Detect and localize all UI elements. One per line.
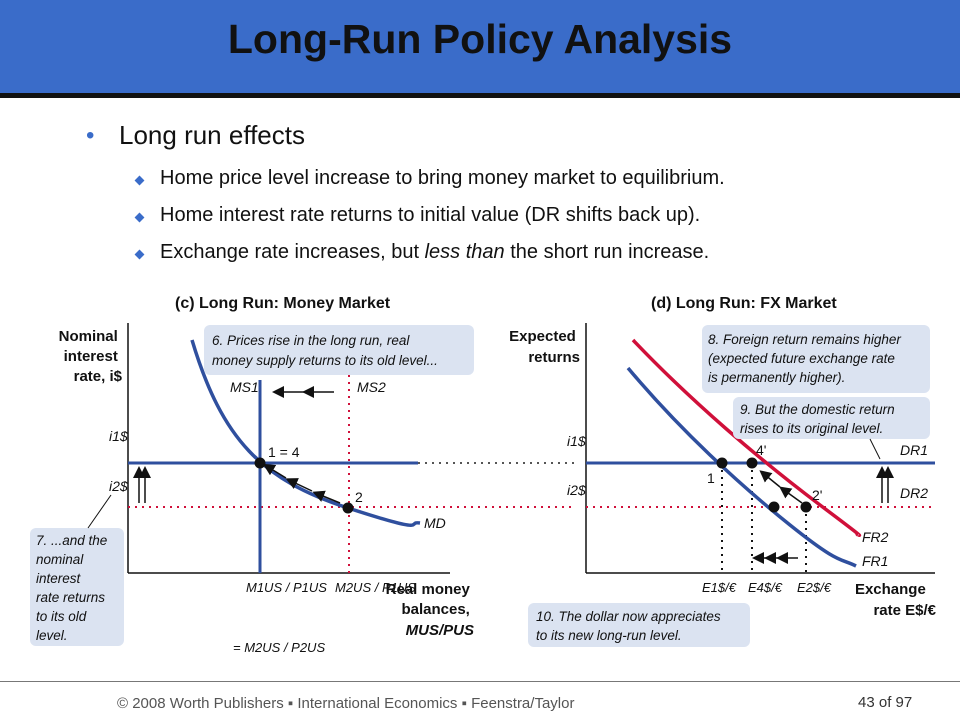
e1-tick: E1$/€ [702,580,737,595]
title-underline [0,93,960,98]
panel-d-x-label: Exchange rate E$/€ [855,581,937,619]
note-7: 7. ...and the nominal interest rate retu… [36,533,111,643]
main-bullet: Long run effects [119,120,305,150]
dr1-label: DR1 [900,442,928,458]
note-10-box [528,603,750,647]
md-curve [190,339,421,527]
note-9: 9. But the domestic return rises to its … [740,402,898,436]
panel-d-title: (d) Long Run: FX Market [651,295,837,312]
panel-c-i1-tick: i1$ [109,428,128,444]
m3-tick: = M2US / P2US [233,640,325,655]
arrow-md-icon [285,478,313,492]
arrow-md-icon [312,490,341,504]
point-4-prime [746,457,758,469]
footer-credit: © 2008 Worth Publishers ▪ International … [117,695,575,712]
point-2 [342,502,354,514]
fr2-curve [631,338,862,537]
m2-tick: M2US / P1US [335,580,416,595]
dr2-label: DR2 [900,485,928,501]
sub-bullet-2: Home interest rate returns to initial va… [160,204,701,226]
title-bar [0,0,960,96]
panel-d-i1-tick: i1$ [567,433,586,449]
point-1 [716,457,728,469]
note-7-pointer [87,494,112,529]
point-2-prime-label: 2' [812,487,822,503]
page-number: 43 of 97 [858,694,913,711]
e4-tick: E4$/€ [748,580,783,595]
arrow-fr2-icon [759,470,781,488]
panel-c-x-label: Real money balances, MUS/PUS [386,581,474,639]
note-6: 6. Prices rise in the long run, real mon… [212,333,438,368]
panel-d-i2-tick: i2$ [567,482,586,498]
bullet-dot-icon: • [86,122,95,149]
panel-c-title: (c) Long Run: Money Market [175,295,391,312]
note-8: 8. Foreign return remains higher (expect… [708,332,905,385]
note-9-pointer [869,438,881,460]
fr1-label: FR1 [862,553,888,569]
m1-tick: M1US / P1US [246,580,327,595]
panel-c-y-label: Nominal interest rate, i$ [59,328,123,385]
arrow-md-icon [262,463,287,479]
ms2-label: MS2 [357,379,386,395]
point-2-label: 2 [355,489,363,505]
note-10: 10. The dollar now appreciates to its ne… [536,609,724,643]
point-4-prime-label: 4' [756,442,766,458]
note-6-box [204,325,474,375]
point-1-label: 1 [707,470,715,486]
sub-bullet-3: Exchange rate increases, but less than t… [160,241,710,263]
panel-d-y-label: Expected returns [509,328,580,366]
point-2-prime [800,501,812,513]
point-fr1-i2 [768,501,780,513]
arrow-fr2-icon [779,486,803,504]
sub-bullet-1: Home price level increase to bring money… [160,167,725,189]
e2-tick: E2$/€ [797,580,832,595]
note-9-box [733,397,930,439]
fr2-label: FR2 [862,529,889,545]
note-8-box [702,325,930,393]
panel-c-i2-tick: i2$ [109,478,128,494]
note-7-box [30,528,124,646]
ms1-label: MS1 [230,379,259,395]
md-label: MD [424,515,446,531]
point-1-4 [254,457,266,469]
slide-title: Long-Run Policy Analysis [227,16,733,62]
point-1-4-label: 1 = 4 [268,444,300,460]
footer-divider [0,681,960,682]
